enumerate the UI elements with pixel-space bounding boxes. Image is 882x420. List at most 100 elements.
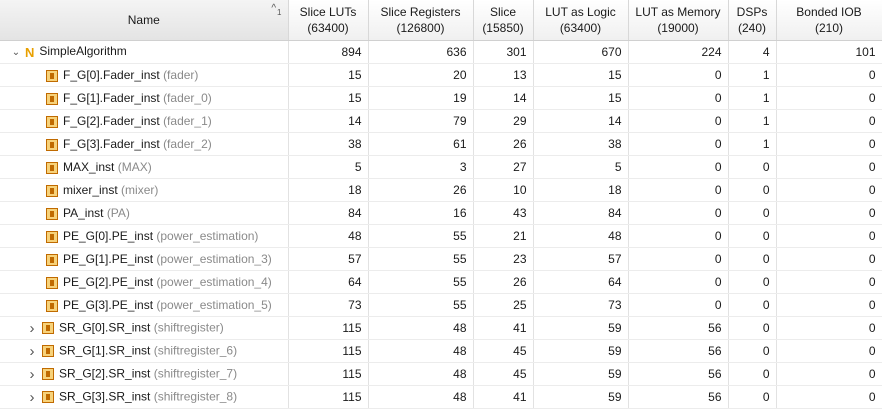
table-row-top-module[interactable]: ⌄ N SimpleAlgorithm 894 636 301 670 224 4 101 <box>0 40 882 64</box>
table-row[interactable]: MAX_inst (MAX) 5 3 27 5 0 0 0 <box>0 155 882 179</box>
cell-dsps: 0 <box>728 178 777 202</box>
cell-slice-luts: 18 <box>288 178 369 202</box>
cell-slice-registers: 55 <box>368 224 474 248</box>
cell-name: MAX_inst (MAX) <box>0 155 289 179</box>
table-row[interactable]: PE_G[1].PE_inst (power_estimation_3) 57 55… <box>0 247 882 271</box>
cell-name: ⌄ N SimpleAlgorithm <box>0 40 289 64</box>
table-row[interactable]: mixer_inst (mixer) 18 26 10 18 0 0 0 <box>0 178 882 202</box>
cell-slice-registers: 61 <box>368 132 474 156</box>
column-header-lut-as-memory[interactable]: LUT as Memory (19000) <box>628 0 729 41</box>
cell-lut-as-logic: 38 <box>533 132 629 156</box>
instance-name: PE_G[1].PE_inst <box>63 252 154 266</box>
chevron-right-icon[interactable]: › <box>29 342 35 360</box>
cell-bonded-iob: 0 <box>776 270 882 294</box>
module-type: (shiftregister) <box>153 320 224 335</box>
column-header-slice-luts[interactable]: Slice LUTs (63400) <box>288 0 369 41</box>
cell-lut-as-logic: 59 <box>533 316 629 340</box>
module-type: (power_estimation_3) <box>156 252 272 266</box>
table-row[interactable]: PA_inst (PA) 84 16 43 84 0 0 0 <box>0 201 882 225</box>
cell-slice: 14 <box>473 86 534 110</box>
table-row[interactable]: F_G[1].Fader_inst (fader_0) 15 19 14 15 0 1 0 <box>0 86 882 110</box>
module-type: (shiftregister_7) <box>153 366 238 381</box>
cell-lut-as-logic: 18 <box>533 178 629 202</box>
instance-name: mixer_inst <box>63 183 118 197</box>
table-row[interactable]: › SR_G[0].SR_inst (shiftregister) 115 48 41 5… <box>0 316 882 340</box>
table-row[interactable]: F_G[3].Fader_inst (fader_2) 38 61 26 38 0 1 0 <box>0 132 882 156</box>
table-row[interactable]: › SR_G[3].SR_inst (shiftregister_8) 115 48 4… <box>0 385 882 409</box>
cell-slice-luts: 115 <box>288 385 369 409</box>
table-row[interactable]: › SR_G[2].SR_inst (shiftregister_7) 115 48 4… <box>0 362 882 386</box>
column-header-slice[interactable]: Slice (15850) <box>473 0 534 41</box>
column-header-lut-as-logic[interactable]: LUT as Logic (63400) <box>533 0 629 41</box>
column-header-dsps[interactable]: DSPs (240) <box>728 0 777 41</box>
cell-name: PE_G[3].PE_inst (power_estimation_5) <box>0 293 289 317</box>
column-header-label: LUT as Memory <box>635 5 721 19</box>
module-icon <box>46 161 58 174</box>
cell-slice-luts: 115 <box>288 362 369 386</box>
chevron-right-icon[interactable]: › <box>29 365 35 383</box>
chevron-down-icon[interactable]: ⌄ <box>11 46 21 58</box>
cell-dsps: 0 <box>728 293 777 317</box>
module-icon <box>42 391 54 403</box>
cell-name: › SR_G[3].SR_inst (shiftregister_8) <box>0 385 289 409</box>
cell-slice-registers: 79 <box>368 109 474 133</box>
cell-name: F_G[0].Fader_inst (fader) <box>0 63 289 87</box>
module-type: (mixer) <box>121 183 159 197</box>
chevron-right-icon[interactable]: › <box>29 319 35 337</box>
table-row[interactable]: PE_G[3].PE_inst (power_estimation_5) 73 55… <box>0 293 882 317</box>
cell-dsps: 0 <box>728 339 777 363</box>
module-icon <box>46 230 58 243</box>
table-row[interactable]: PE_G[2].PE_inst (power_estimation_4) 64 55… <box>0 270 882 294</box>
module-type: (power_estimation) <box>156 229 259 243</box>
cell-slice-luts: 15 <box>288 63 369 87</box>
column-header-capacity: (63400) <box>307 21 349 35</box>
table-row[interactable]: › SR_G[1].SR_inst (shiftregister_6) 115 48 4… <box>0 339 882 363</box>
cell-lut-as-logic: 670 <box>533 40 629 64</box>
table-row[interactable]: PE_G[0].PE_inst (power_estimation) 48 55 21… <box>0 224 882 248</box>
cell-lut-as-memory: 0 <box>628 63 729 87</box>
cell-slice-registers: 16 <box>368 201 474 225</box>
chevron-right-icon[interactable]: › <box>29 388 35 406</box>
module-type: (fader_0) <box>163 91 212 105</box>
cell-name: PA_inst (PA) <box>0 201 289 225</box>
cell-bonded-iob: 0 <box>776 109 882 133</box>
instance-name: MAX_inst <box>63 160 115 174</box>
cell-slice: 41 <box>473 316 534 340</box>
cell-lut-as-memory: 0 <box>628 224 729 248</box>
cell-slice: 45 <box>473 362 534 386</box>
cell-dsps: 1 <box>728 109 777 133</box>
cell-slice: 41 <box>473 385 534 409</box>
table-row[interactable]: F_G[2].Fader_inst (fader_1) 14 79 29 14 0 1 0 <box>0 109 882 133</box>
column-header-capacity: (15850) <box>482 21 524 35</box>
cell-slice-luts: 73 <box>288 293 369 317</box>
cell-slice: 43 <box>473 201 534 225</box>
column-header-name[interactable]: Name ^1 <box>0 0 289 41</box>
column-header-label: Slice <box>489 5 516 19</box>
instance-name: SR_G[0].SR_inst <box>59 320 151 335</box>
column-header-capacity: (240) <box>737 21 766 35</box>
column-header-capacity: (19000) <box>657 21 699 35</box>
column-header-bonded-iob[interactable]: Bonded IOB (210) <box>776 0 882 41</box>
cell-slice-registers: 48 <box>368 385 474 409</box>
cell-bonded-iob: 0 <box>776 385 882 409</box>
cell-lut-as-logic: 14 <box>533 109 629 133</box>
module-type: (shiftregister_6) <box>153 343 238 358</box>
instance-name: F_G[2].Fader_inst <box>63 114 160 128</box>
cell-lut-as-memory: 0 <box>628 293 729 317</box>
cell-slice-luts: 38 <box>288 132 369 156</box>
cell-slice-luts: 64 <box>288 270 369 294</box>
cell-lut-as-memory: 0 <box>628 247 729 271</box>
module-icon <box>46 184 58 197</box>
module-icon <box>46 253 58 266</box>
instance-name: SimpleAlgorithm <box>39 44 127 59</box>
cell-slice: 26 <box>473 132 534 156</box>
table-row[interactable]: F_G[0].Fader_inst (fader) 15 20 13 15 0 1 0 <box>0 63 882 87</box>
instance-name: PA_inst <box>63 206 104 220</box>
cell-slice-luts: 115 <box>288 316 369 340</box>
instance-name: PE_G[0].PE_inst <box>63 229 154 243</box>
column-header-slice-registers[interactable]: Slice Registers (126800) <box>368 0 474 41</box>
cell-lut-as-logic: 15 <box>533 63 629 87</box>
cell-name: PE_G[0].PE_inst (power_estimation) <box>0 224 289 248</box>
cell-bonded-iob: 0 <box>776 224 882 248</box>
cell-lut-as-logic: 73 <box>533 293 629 317</box>
